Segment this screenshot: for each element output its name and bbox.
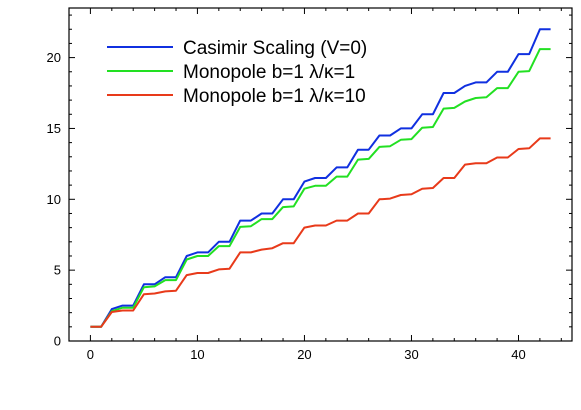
series-line-2 xyxy=(90,48,551,328)
plot-frame xyxy=(68,7,573,342)
series-layer xyxy=(90,28,551,328)
legend-label-1: Casimir Scaling (V=0) xyxy=(183,38,367,59)
axis-layer: 0 10 20 30 40 0 5 10 15 20 xyxy=(47,7,573,362)
y-tick-label: 20 xyxy=(47,50,61,65)
x-tick-label: 10 xyxy=(190,347,204,362)
legend-label-3: Monopole b=1 λ/κ=10 xyxy=(183,86,366,107)
y-tick-label: 10 xyxy=(47,192,61,207)
series-line-3 xyxy=(90,137,551,328)
legend: Casimir Scaling (V=0) Monopole b=1 λ/κ=1 M… xyxy=(107,38,367,107)
y-tick-label: 15 xyxy=(47,121,61,136)
y-tick-label: 5 xyxy=(54,263,61,278)
x-tick-label: 30 xyxy=(404,347,418,362)
series-line-1 xyxy=(90,28,551,328)
x-tick-label: 0 xyxy=(87,347,94,362)
y-tick-label: 0 xyxy=(54,334,61,349)
x-tick-label: 20 xyxy=(297,347,311,362)
legend-label-2: Monopole b=1 λ/κ=1 xyxy=(183,62,355,83)
x-tick-label: 40 xyxy=(511,347,525,362)
plot-area xyxy=(69,8,572,341)
